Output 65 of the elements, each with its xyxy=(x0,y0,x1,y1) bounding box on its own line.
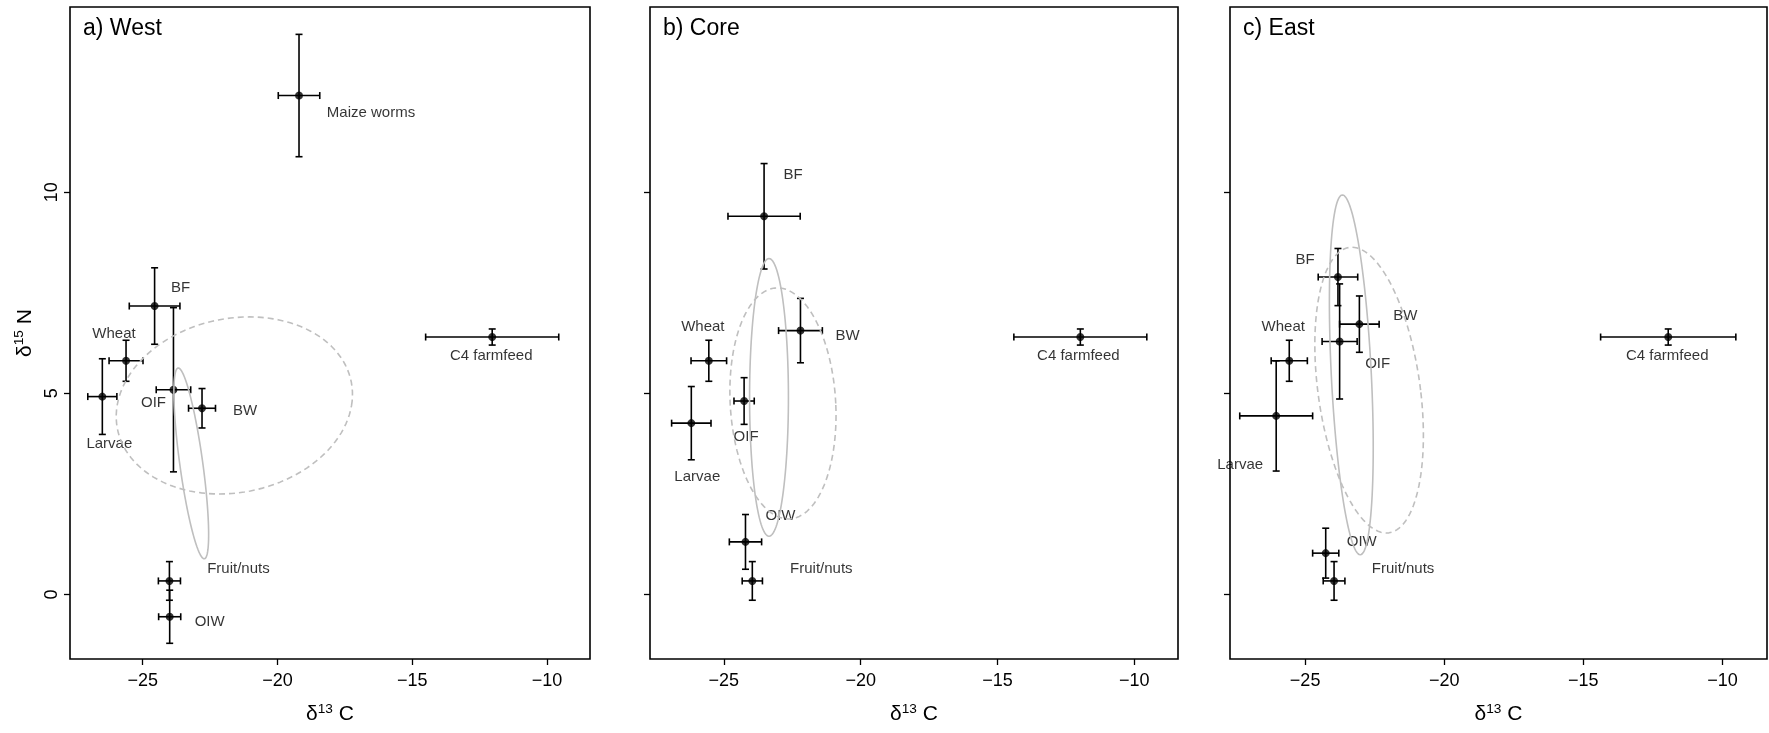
series-label: OIW xyxy=(1346,531,1378,549)
x-tick-label: −15 xyxy=(982,670,1013,690)
point xyxy=(1335,337,1344,346)
point xyxy=(796,326,805,335)
point xyxy=(122,356,131,365)
x-tick-label: −15 xyxy=(396,670,428,690)
series-label: Wheat xyxy=(1261,317,1306,335)
text: Larvae xyxy=(674,466,721,484)
series-label: C4 farmfeed xyxy=(1037,345,1120,363)
point xyxy=(760,212,769,221)
series-label: BW xyxy=(1393,305,1419,323)
x-tick-label: −20 xyxy=(1428,670,1460,690)
y-tick-label: 0 xyxy=(41,589,61,600)
series-label: BW xyxy=(232,400,258,418)
chart-title: c) East xyxy=(1243,13,1316,40)
chart-title: b) Core xyxy=(663,13,740,40)
point xyxy=(488,333,497,342)
point xyxy=(687,419,696,428)
point xyxy=(748,576,757,585)
point xyxy=(150,302,159,311)
x-tick-label: −10 xyxy=(1707,670,1738,690)
y-axis-title: δ15 N xyxy=(11,309,36,357)
text: Fruit/nuts xyxy=(790,559,853,577)
series-label: OIF xyxy=(733,426,759,444)
x-tick-label: −10 xyxy=(531,670,563,690)
series-label: OIW xyxy=(194,612,226,630)
series-label: Wheat xyxy=(92,324,137,342)
x-tick-label: −15 xyxy=(1568,670,1599,690)
series-label: C4 farmfeed xyxy=(449,345,533,363)
x-tick-label: −10 xyxy=(1118,670,1150,690)
series-label: BF xyxy=(171,277,191,295)
chart-title: a) West xyxy=(83,13,163,40)
point xyxy=(740,397,749,406)
point xyxy=(198,404,207,413)
point xyxy=(741,537,750,546)
text: BW xyxy=(835,326,861,344)
point xyxy=(1285,356,1294,365)
point xyxy=(295,91,304,100)
x-tick-label: −20 xyxy=(845,670,876,690)
text: Larvae xyxy=(86,434,133,452)
series-label: Maize worms xyxy=(326,103,416,121)
x-tick-label: −25 xyxy=(708,670,740,690)
series-label: OIF xyxy=(1365,353,1391,371)
point xyxy=(1076,333,1085,342)
point xyxy=(1355,320,1364,329)
point xyxy=(165,612,174,621)
point xyxy=(1330,576,1339,585)
point xyxy=(1664,333,1673,342)
text: Fruit/nuts xyxy=(207,559,270,577)
x-tick-label: −25 xyxy=(127,670,159,690)
y-tick-label: 5 xyxy=(41,388,61,399)
series-label: Wheat xyxy=(681,317,726,335)
point xyxy=(704,356,713,365)
series-label: OIF xyxy=(140,393,166,411)
point xyxy=(165,576,174,585)
point xyxy=(98,392,107,401)
text: Fruit/nuts xyxy=(1371,559,1435,577)
series-label: C4 farmfeed xyxy=(1625,345,1709,363)
series-label: BF xyxy=(1295,249,1315,267)
point xyxy=(1272,411,1281,420)
x-tick-label: −25 xyxy=(1289,670,1321,690)
point xyxy=(1321,549,1330,558)
x-tick-label: −20 xyxy=(262,670,293,690)
text: BF xyxy=(783,164,803,182)
y-tick-label: 10 xyxy=(41,182,61,203)
